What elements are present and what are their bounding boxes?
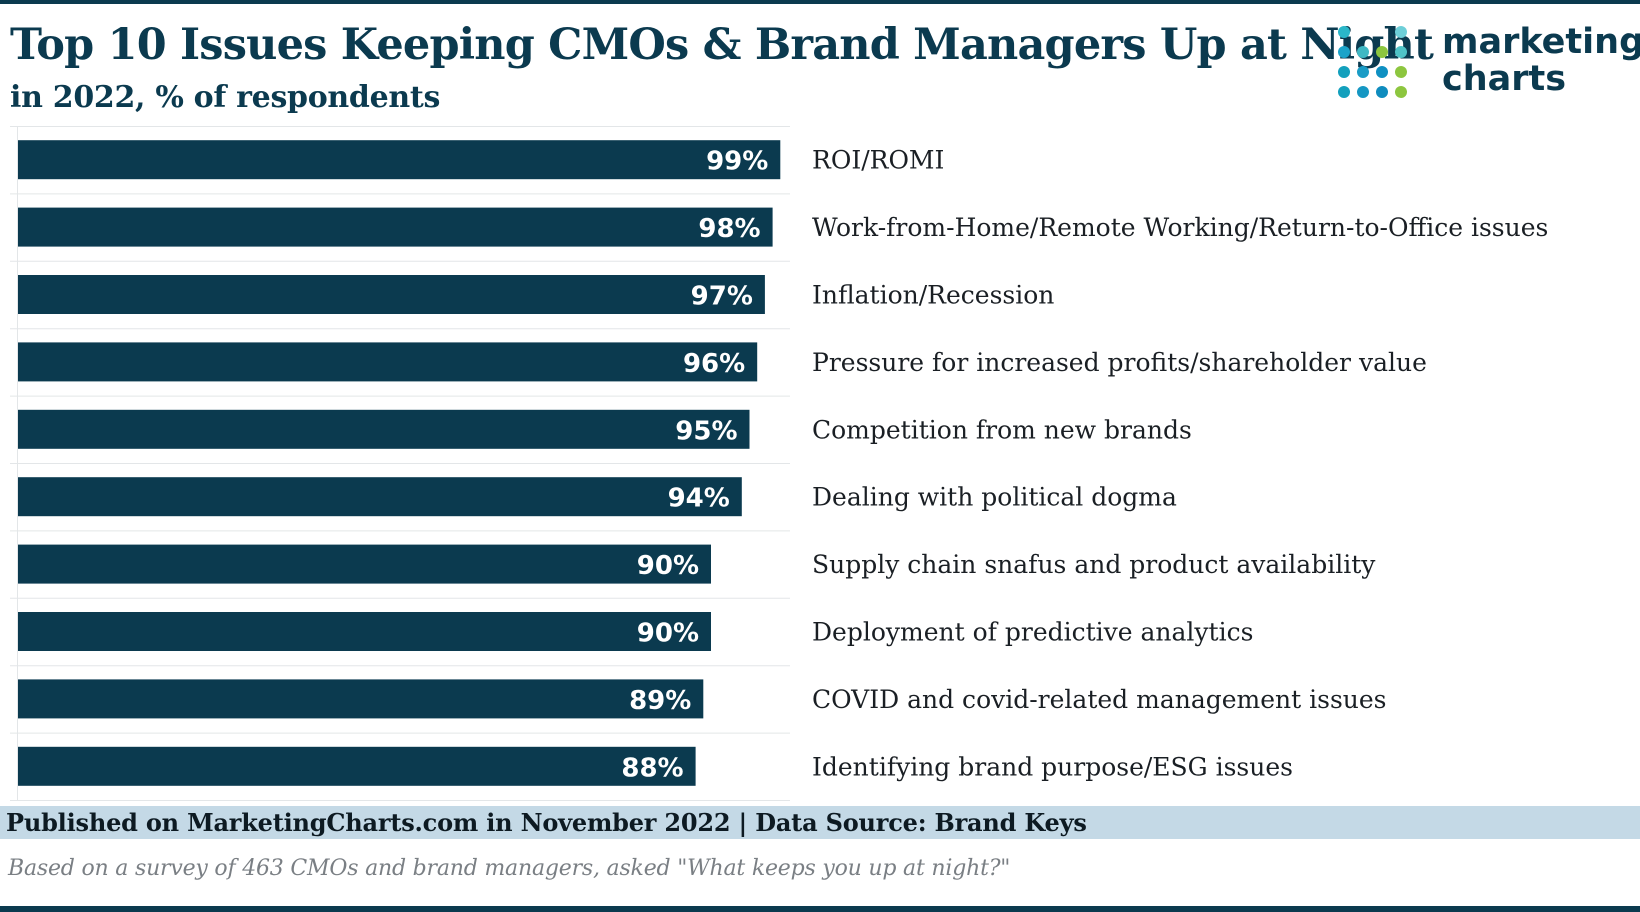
logo-dot <box>1395 86 1407 98</box>
bar-value-label: 90% <box>637 551 699 581</box>
logo-dot <box>1376 46 1388 58</box>
logo-dot <box>1357 66 1369 78</box>
bar-value-label: 90% <box>637 619 699 649</box>
category-label: Dealing with political dogma <box>812 483 1177 512</box>
category-label: Work-from-Home/Remote Working/Return-to-… <box>812 213 1548 242</box>
bottom-rule <box>0 906 1640 912</box>
bar <box>18 342 758 382</box>
logo-dot <box>1338 66 1350 78</box>
bar <box>18 275 765 314</box>
footer-source: Published on MarketingCharts.com in Nove… <box>6 808 1087 837</box>
category-label: Pressure for increased profits/sharehold… <box>812 348 1427 377</box>
marketing-charts-logo: marketing charts <box>1336 24 1640 104</box>
bar <box>18 140 781 180</box>
footer-note: Based on a survey of 463 CMOs and brand … <box>8 856 1011 881</box>
bar <box>18 477 742 517</box>
bar-value-label: 97% <box>691 282 753 312</box>
logo-dot <box>1395 66 1407 78</box>
category-label: Identifying brand purpose/ESG issues <box>812 752 1293 781</box>
bar <box>18 409 750 449</box>
bar <box>18 746 696 786</box>
bar-value-label: 88% <box>621 753 683 783</box>
logo-dot <box>1395 26 1407 38</box>
bar <box>18 544 711 584</box>
logo-dot <box>1376 66 1388 78</box>
footer-band <box>0 806 1640 839</box>
category-label: Inflation/Recession <box>812 281 1054 310</box>
category-label: Competition from new brands <box>812 415 1192 444</box>
logo-dot <box>1357 86 1369 98</box>
logo-line-1: marketing <box>1442 22 1640 62</box>
bar-value-label: 89% <box>629 686 691 716</box>
category-label: Supply chain snafus and product availabi… <box>812 550 1376 579</box>
logo-dot <box>1338 26 1350 38</box>
logo-dot <box>1376 86 1388 98</box>
logo-dot <box>1338 46 1350 58</box>
category-label: ROI/ROMI <box>812 146 944 175</box>
logo-line-2: charts <box>1442 59 1567 99</box>
bar <box>18 612 711 651</box>
logo-dot <box>1338 86 1350 98</box>
chart-title: Top 10 Issues Keeping CMOs & Brand Manag… <box>10 20 1434 70</box>
bar-value-label: 99% <box>706 147 768 177</box>
logo-dot <box>1357 46 1369 58</box>
bar-value-label: 95% <box>675 416 737 446</box>
bar-value-label: 94% <box>668 484 730 514</box>
category-label: Deployment of predictive analytics <box>812 618 1253 647</box>
logo-dots-icon <box>1338 26 1407 98</box>
bar-value-label: 96% <box>683 349 745 379</box>
bar <box>18 679 704 719</box>
logo-text: marketing charts <box>1442 24 1640 98</box>
category-label: COVID and covid-related management issue… <box>812 685 1387 714</box>
bar-chart: 99% ROI/ROMI 98% Work-from-Home/Remote Work… <box>10 126 1548 801</box>
top-rule <box>0 0 1640 4</box>
bar-value-label: 98% <box>698 214 760 244</box>
chart-subtitle: in 2022, % of respondents <box>10 80 441 115</box>
logo-dot <box>1395 46 1407 58</box>
bar <box>18 207 773 247</box>
